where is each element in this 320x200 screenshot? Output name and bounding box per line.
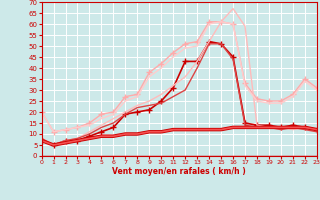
X-axis label: Vent moyen/en rafales ( km/h ): Vent moyen/en rafales ( km/h ): [112, 167, 246, 176]
